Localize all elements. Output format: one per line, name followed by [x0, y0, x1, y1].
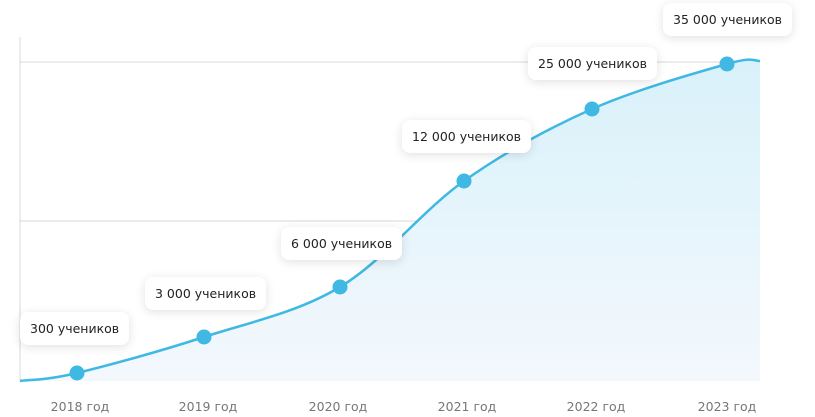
point-label: 25 000 учеников	[528, 47, 658, 80]
point	[584, 101, 600, 117]
point-label: 300 учеников	[20, 312, 130, 345]
point	[196, 329, 212, 345]
area	[20, 59, 760, 381]
line	[19, 58, 761, 383]
point-label: 6 000 учеников	[281, 227, 403, 260]
year-label: 2021 год	[437, 399, 497, 414]
point	[719, 56, 735, 72]
year-label: 2022 год	[566, 399, 626, 414]
point-label: 3 000 учеников	[145, 277, 267, 310]
year-label: 2020 год	[308, 399, 368, 414]
point-label: 12 000 учеников	[402, 120, 532, 153]
point-label: 35 000 учеников	[663, 3, 793, 36]
point	[69, 365, 85, 381]
year-label: 2019 год	[178, 399, 238, 414]
point	[456, 173, 472, 189]
point	[332, 279, 348, 295]
year-label: 2018 год	[50, 399, 110, 414]
year-label: 2023 год	[697, 399, 757, 414]
